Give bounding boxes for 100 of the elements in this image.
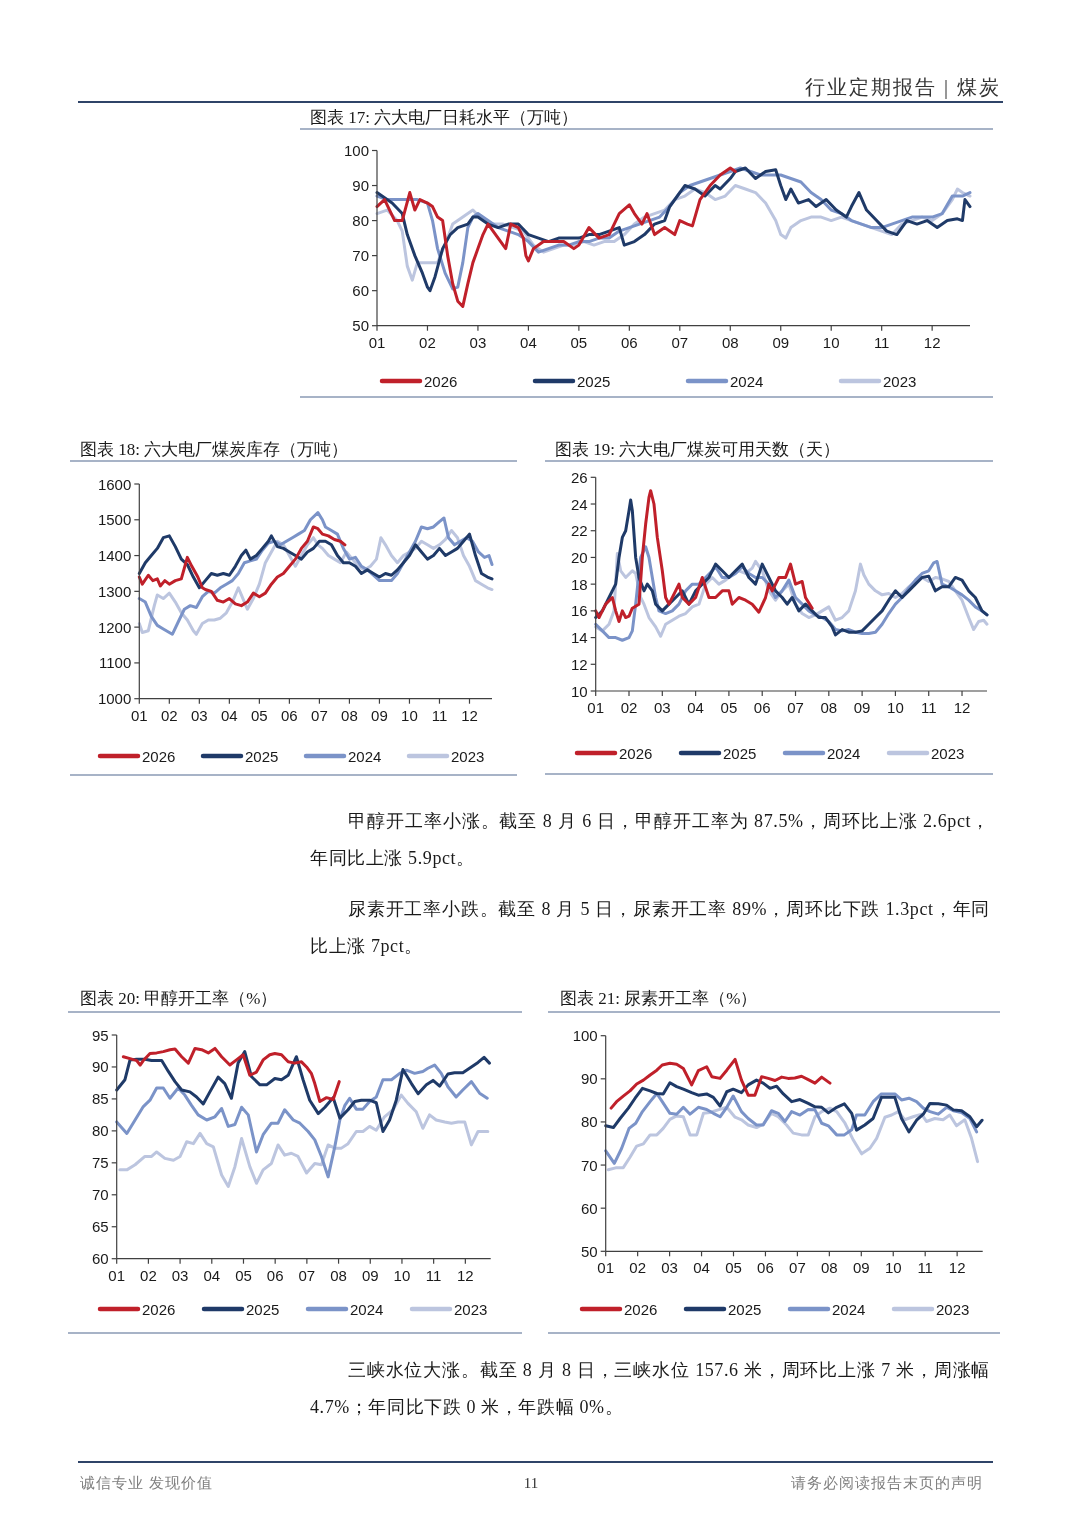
y-tick-label: 90 [581, 1070, 598, 1088]
legend-label: 2025 [245, 747, 279, 765]
legend-item: 2024 [685, 372, 764, 390]
y-tick-label: 65 [92, 1218, 109, 1236]
x-tick-label: 07 [298, 1266, 316, 1284]
y-tick-label: 90 [92, 1058, 109, 1076]
legend-label: 2023 [883, 372, 917, 390]
legend-label: 2026 [142, 1300, 176, 1318]
y-tick-label: 10 [571, 682, 588, 700]
legend-label: 2023 [931, 744, 965, 762]
x-tick-label: 08 [341, 706, 358, 724]
x-tick-label: 05 [570, 333, 588, 351]
chart-title: 图表 21: 尿素开工率（%） [560, 989, 758, 1008]
y-tick-label: 22 [571, 522, 588, 540]
x-tick-label: 04 [520, 333, 537, 351]
x-tick-label: 04 [687, 699, 704, 716]
x-tick-label: 03 [653, 699, 671, 716]
y-tick-label: 1000 [97, 690, 132, 708]
x-tick-label: 06 [281, 706, 298, 724]
y-tick-label: 18 [571, 575, 588, 593]
y-tick-label: 85 [92, 1090, 109, 1108]
x-tick-label: 04 [693, 1259, 710, 1277]
y-tick-label: 1100 [99, 654, 132, 672]
x-tick-label: 09 [772, 333, 790, 351]
legend-label: 2024 [827, 744, 861, 762]
legend-item: 2024 [787, 1300, 866, 1318]
legend-item: 2026 [574, 744, 653, 762]
legend-item: 2026 [97, 1300, 176, 1318]
x-tick-label: 01 [597, 1259, 615, 1277]
x-tick-label: 05 [251, 706, 268, 724]
text: 行业定期报告 | 煤炭 [804, 76, 1001, 99]
y-tick-label: 80 [352, 212, 369, 230]
x-tick-label: 05 [235, 1266, 252, 1284]
legend-label: 2026 [424, 372, 458, 390]
y-tick-label: 24 [571, 495, 588, 513]
x-tick-label: 06 [753, 699, 771, 716]
legend-item: 2026 [379, 372, 458, 390]
text: 尿素开工率小跌。截至 8 月 5 日，尿素开工率 89%，周环比下跌 1.3pct，年同比上涨 7pct。 [310, 898, 990, 958]
x-tick-label: 07 [789, 1259, 806, 1277]
y-tick-label: 1200 [97, 618, 132, 636]
legend-label: 2023 [936, 1300, 970, 1318]
y-tick-label: 60 [92, 1250, 109, 1268]
x-tick-label: 08 [721, 333, 739, 351]
y-tick-label: 80 [581, 1113, 598, 1131]
legend-item: 2024 [305, 1300, 384, 1318]
y-tick-label: 60 [352, 282, 369, 300]
x-tick-label: 12 [953, 699, 971, 716]
chart-title: 图表 19: 六大电厂煤炭可用天数（天） [555, 440, 841, 459]
legend-label: 2024 [730, 372, 764, 390]
legend-label: 2024 [348, 747, 382, 765]
x-tick-label: 10 [887, 699, 904, 716]
legend-item: 2023 [891, 1300, 970, 1318]
x-tick-label: 02 [419, 333, 436, 351]
y-tick-label: 100 [343, 142, 369, 159]
x-tick-label: 09 [853, 699, 871, 716]
legend-item: 2026 [97, 747, 176, 765]
legend-label: 2025 [728, 1300, 762, 1318]
x-tick-label: 11 [425, 1266, 442, 1284]
x-tick-label: 06 [621, 333, 638, 351]
x-tick-label: 12 [457, 1266, 474, 1284]
legend-label: 2026 [624, 1300, 658, 1318]
x-tick-label: 10 [884, 1259, 902, 1277]
x-tick-label: 01 [130, 706, 148, 724]
y-tick-label: 75 [92, 1154, 109, 1172]
x-tick-label: 09 [852, 1259, 870, 1277]
legend-item: 2025 [200, 747, 279, 765]
legend-item: 2023 [409, 1300, 488, 1318]
x-tick-label: 03 [469, 333, 487, 351]
x-tick-label: 07 [311, 706, 328, 724]
text: 11 [523, 1475, 539, 1491]
legend-item: 2025 [678, 744, 757, 762]
x-tick-label: 11 [431, 706, 448, 724]
y-tick-label: 90 [352, 177, 369, 195]
x-tick-label: 11 [917, 1259, 933, 1277]
y-tick-label: 20 [571, 548, 588, 566]
x-tick-label: 11 [873, 333, 890, 351]
text: 三峡水位大涨。截至 8 月 8 日，三峡水位 157.6 米，周环比上涨 7 米，周涨幅 4.7%；年同比下跌 0 米，年跌幅 0%。 [310, 1359, 990, 1419]
text: 诚信专业 发现价值 [80, 1475, 213, 1491]
x-tick-label: 10 [401, 706, 418, 724]
text: 甲醇开工率小涨。截至 8 月 6 日，甲醇开工率为 87.5%，周环比上涨 2.6pct，年同比上涨 5.9pct。 [310, 810, 990, 870]
x-tick-label: 10 [393, 1266, 411, 1284]
y-tick-label: 100 [572, 1027, 598, 1045]
y-tick-label: 12 [571, 655, 588, 673]
legend-label: 2025 [723, 744, 757, 762]
legend-label: 2025 [577, 372, 611, 390]
x-tick-label: 03 [171, 1266, 189, 1284]
x-tick-label: 03 [190, 706, 208, 724]
chart-title: 图表 17: 六大电厂日耗水平（万吨） [310, 108, 579, 127]
y-tick-label: 16 [571, 602, 588, 620]
x-tick-label: 01 [108, 1266, 126, 1284]
x-tick-label: 06 [757, 1259, 774, 1277]
x-tick-label: 09 [371, 706, 388, 724]
legend-item: 2023 [838, 372, 917, 390]
legend-item: 2025 [683, 1300, 762, 1318]
y-tick-label: 1300 [97, 582, 132, 600]
legend-label: 2024 [350, 1300, 384, 1318]
x-tick-label: 11 [920, 699, 937, 716]
y-tick-label: 14 [571, 629, 588, 647]
x-tick-label: 04 [221, 706, 238, 724]
legend-item: 2024 [303, 747, 382, 765]
